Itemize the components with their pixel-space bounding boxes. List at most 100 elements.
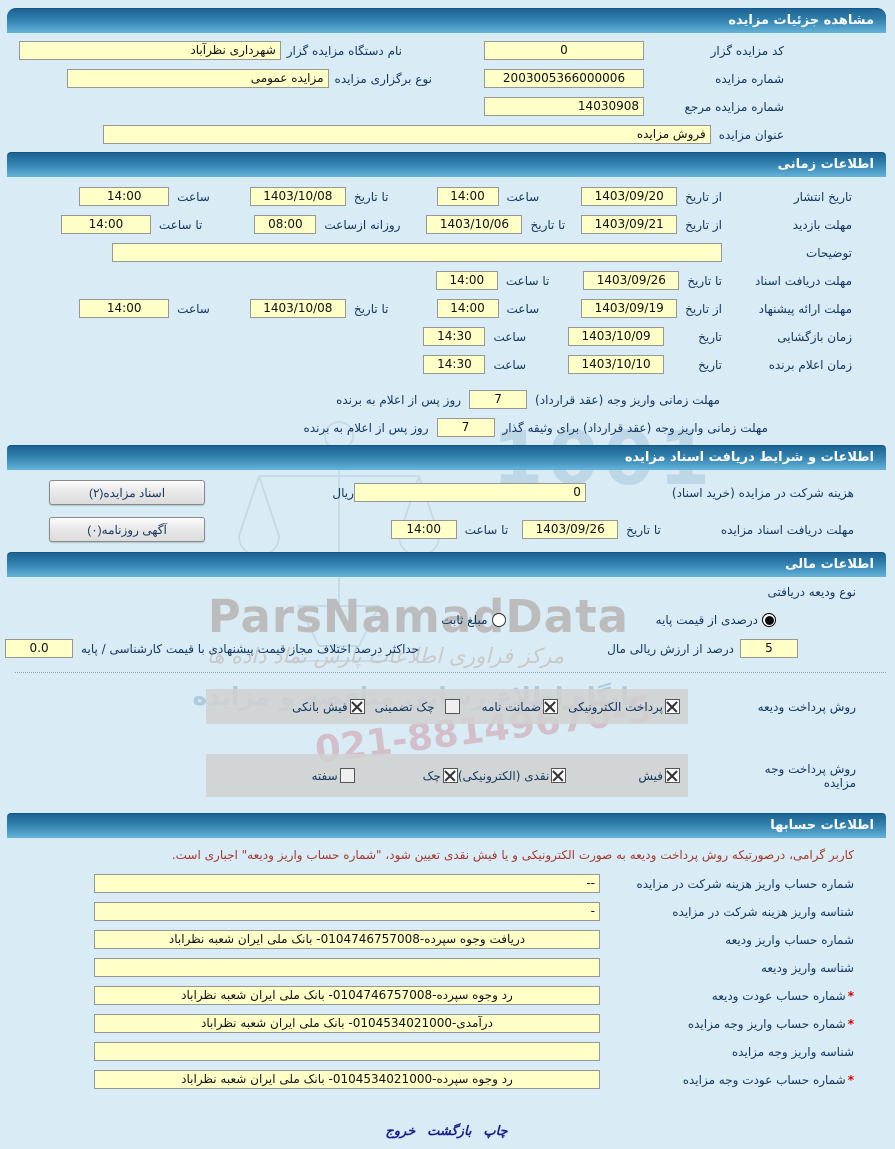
row-account-4: شماره حساب عودت ودیعه رد وجوه سپرده-0104… [8, 986, 855, 1005]
label-from-date: از تاریخ [686, 217, 723, 232]
field-participation-fee[interactable]: 0 [354, 483, 587, 502]
label-hour: ساعت [507, 189, 541, 204]
docs-section: هزینه شرکت در مزایده (خرید اسناد) 0 ریال… [0, 470, 895, 552]
time-section: تاریخ انتشار از تاریخ 1403/09/20 ساعت 14… [0, 177, 895, 445]
row-opening-time: زمان بازگشایی تاریخ 1403/10/09 ساعت 14:3… [8, 327, 853, 346]
label-publish-date: تاریخ انتشار [794, 189, 853, 204]
field-winner-time[interactable]: 14:30 [424, 355, 487, 374]
checkbox-electronic-payment[interactable] [666, 699, 681, 714]
field-visit-from-time[interactable]: 08:00 [255, 215, 318, 234]
radio-percent-of-base[interactable] [763, 613, 777, 627]
field-publish-from-time[interactable]: 14:00 [437, 187, 500, 206]
field-opening-date[interactable]: 1403/10/09 [569, 327, 666, 346]
section-bar-time: اطلاعات زمانی [8, 152, 887, 177]
field-max-price-difference[interactable]: 0.0 [6, 639, 75, 658]
field-auction-return-account[interactable]: رد وجوه سپرده-0104534021000- بانک ملی ای… [95, 1070, 601, 1089]
label-rial-unit: ریال [333, 485, 355, 500]
field-notes[interactable] [113, 243, 723, 262]
field-org-name[interactable]: شهرداری نظرآباد [19, 41, 282, 60]
field-auction-number[interactable]: 2003005366000006 [485, 69, 645, 88]
label-hour: ساعت [178, 189, 211, 204]
field-visit-to-time[interactable]: 14:00 [61, 215, 152, 234]
field-offer-to-date[interactable]: 1403/10/08 [250, 299, 347, 318]
auction-documents-button[interactable]: اسناد مزایده(۲) [50, 480, 206, 505]
row-account-6: شناسه واریز وجه مزایده [8, 1042, 855, 1061]
label-until-hour: تا ساعت [159, 217, 204, 232]
field-opening-time[interactable]: 14:30 [424, 327, 487, 346]
label-daily-from-hour: روزانه ازساعت [325, 217, 402, 232]
label-certified-check: چک تضمینی [375, 699, 436, 714]
label-bidder-code: کد مزایده گزار [711, 43, 785, 58]
exit-link[interactable]: خروج [386, 1124, 417, 1139]
field-auction-pay-id[interactable] [95, 1042, 601, 1061]
row-payment-deadline: مهلت زمانی واریز وجه (عقد قرارداد) 7 روز… [8, 390, 853, 409]
field-fee-deposit-id[interactable]: - [95, 902, 601, 921]
newspaper-ad-button[interactable]: آگهی روزنامه(۰) [50, 517, 206, 542]
label-check: چک [423, 768, 442, 783]
label-date: تاریخ [699, 329, 723, 344]
field-percent-of-value[interactable]: 5 [741, 639, 799, 658]
field-deposit-pay-id[interactable] [95, 958, 601, 977]
checkbox-bank-receipt[interactable] [350, 699, 366, 714]
field-reference-number[interactable]: 14030908 [485, 97, 645, 116]
field-payment-deadline-guarantor-days[interactable]: 7 [437, 418, 496, 437]
label-auction-type: نوع برگزاری مزایده [335, 71, 433, 86]
label-payment-deadline: مهلت زمانی واریز وجه (عقد قرارداد) [536, 392, 721, 407]
row-docs-deadline: مهلت دریافت اسناد مزایده تا تاریخ 1403/0… [8, 517, 855, 542]
field-auction-title[interactable]: فروش مزایده [103, 125, 712, 144]
field-auction-pay-account[interactable]: درآمدی-0104534021000- بانک ملی ایران شعب… [95, 1014, 601, 1033]
label-promissory-note: سفته [312, 768, 339, 783]
section-bar-docs: اطلاعات و شرایط دریافت اسناد مزایده [8, 445, 887, 470]
field-docs-deadline-time[interactable]: 14:00 [436, 271, 499, 290]
field-docs-deadline-date[interactable]: 1403/09/26 [584, 271, 681, 290]
checkbox-check[interactable] [443, 768, 459, 783]
field-winner-date[interactable]: 1403/10/10 [569, 355, 666, 374]
checkbox-certified-check[interactable] [445, 699, 461, 714]
label-docs-receive-deadline: مهلت دریافت اسناد [755, 273, 853, 288]
row-visit-deadline: مهلت بازدید از تاریخ 1403/09/21 تا تاریخ… [8, 215, 853, 234]
field-offer-from-date[interactable]: 1403/09/19 [582, 299, 679, 318]
row-account-0: شماره حساب واریز هزینه شرکت در مزایده -- [8, 874, 855, 893]
general-section: کد مزایده گزار 0 نام دستگاه مزایده گزار … [0, 33, 895, 152]
label-percent-of-base: درصدی از قیمت پایه [656, 613, 759, 627]
field-publish-to-date[interactable]: 1403/10/08 [250, 187, 347, 206]
field-visit-from-date[interactable]: 1403/09/21 [582, 215, 679, 234]
label-receipt: فیش [639, 768, 664, 783]
label-deposit-payment-method: روش پرداخت ودیعه [758, 699, 857, 714]
field-auction-type[interactable]: مزایده عمومی [67, 69, 330, 88]
row-offer-deadline: مهلت ارائه پیشنهاد از تاریخ 1403/09/19 س… [8, 299, 853, 318]
checkbox-promissory-note[interactable] [340, 768, 356, 783]
label-auction-title: عنوان مزایده [719, 127, 785, 142]
section-bar-accounts: اطلاعات حسابها [8, 813, 887, 838]
field-docs-deadline-time[interactable]: 14:00 [391, 520, 458, 539]
page-title: مشاهده جزئیات مزایده [8, 8, 887, 33]
field-docs-deadline-date[interactable]: 1403/09/26 [523, 520, 620, 539]
label-hour: ساعت [507, 301, 541, 316]
print-link[interactable]: چاپ [484, 1124, 509, 1139]
checkbox-guarantee-letter[interactable] [544, 699, 560, 714]
radio-fixed-amount[interactable] [492, 613, 507, 627]
row-publish-date: تاریخ انتشار از تاریخ 1403/09/20 ساعت 14… [8, 187, 853, 206]
checkbox-receipt[interactable] [666, 768, 681, 783]
checkbox-cash-electronic[interactable] [552, 768, 568, 783]
field-offer-to-time[interactable]: 14:00 [80, 299, 171, 318]
field-deposit-return-account[interactable]: رد وجوه سپرده-0104746757008- بانک ملی ای… [95, 986, 601, 1005]
label-hour: ساعت [178, 301, 211, 316]
field-deposit-pay-account[interactable]: دریافت وجوه سپرده-0104746757008- بانک مل… [95, 930, 601, 949]
label-deposit-type: نوع ودیعه دریافتی [768, 585, 857, 599]
field-publish-to-time[interactable]: 14:00 [80, 187, 171, 206]
field-visit-to-date[interactable]: 1403/10/06 [427, 215, 524, 234]
row-percent-values: 5 درصد از ارزش ریالی مال حداکثر درصد اخت… [6, 639, 895, 658]
field-publish-from-date[interactable]: 1403/09/20 [582, 187, 679, 206]
row-reference-number: شماره مزایده مرجع 14030908 [8, 97, 785, 116]
label-to-date: تا تاریخ [531, 217, 567, 232]
back-link[interactable]: بازگشت [428, 1124, 473, 1139]
field-offer-from-time[interactable]: 14:00 [437, 299, 500, 318]
label-from-date: از تاریخ [686, 189, 723, 204]
field-bidder-code[interactable]: 0 [485, 41, 645, 60]
label-from-date: از تاریخ [686, 301, 723, 316]
field-payment-deadline-days[interactable]: 7 [470, 390, 529, 409]
field-fee-deposit-account[interactable]: -- [95, 874, 601, 893]
label-max-price-difference: حداکثر درصد اختلاف مجاز قیمت پیشنهادی با… [82, 641, 421, 656]
label-date: تاریخ [699, 357, 723, 372]
